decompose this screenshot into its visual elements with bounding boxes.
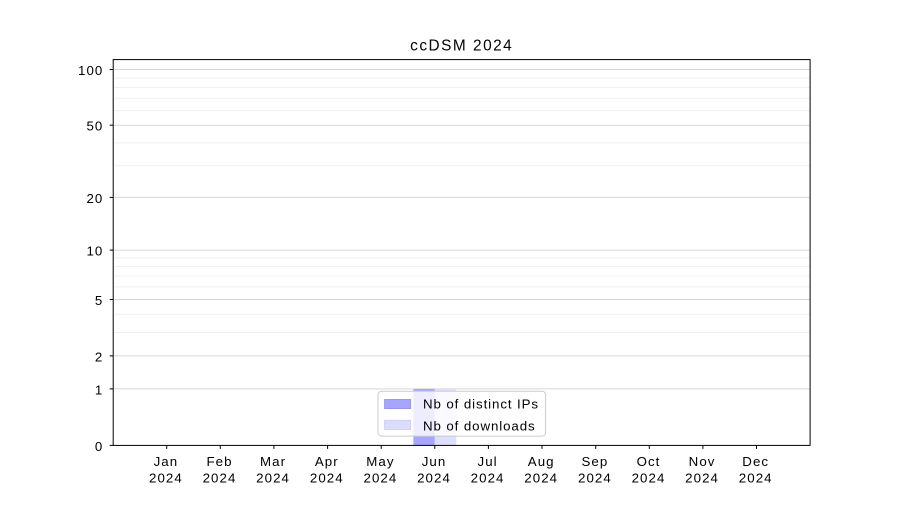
svg-text:2: 2 <box>95 349 103 364</box>
svg-text:Jun: Jun <box>422 454 447 469</box>
svg-text:2024: 2024 <box>524 471 558 486</box>
svg-text:0: 0 <box>95 439 103 454</box>
svg-text:May: May <box>366 454 394 469</box>
svg-text:Sep: Sep <box>581 454 608 469</box>
svg-text:2024: 2024 <box>632 471 666 486</box>
svg-text:Apr: Apr <box>315 454 339 469</box>
svg-text:2024: 2024 <box>363 471 397 486</box>
svg-text:2024: 2024 <box>685 471 719 486</box>
svg-text:20: 20 <box>86 191 103 206</box>
svg-text:2024: 2024 <box>256 471 290 486</box>
svg-text:2024: 2024 <box>310 471 344 486</box>
svg-text:2024: 2024 <box>578 471 612 486</box>
svg-text:Dec: Dec <box>742 454 769 469</box>
svg-text:1: 1 <box>95 382 103 397</box>
svg-text:Jan: Jan <box>154 454 179 469</box>
svg-text:Aug: Aug <box>528 454 555 469</box>
svg-text:2024: 2024 <box>417 471 451 486</box>
svg-text:50: 50 <box>86 119 103 134</box>
svg-text:Nov: Nov <box>689 454 716 469</box>
svg-text:Nb of downloads: Nb of downloads <box>423 418 536 433</box>
svg-text:2024: 2024 <box>149 471 183 486</box>
svg-text:ccDSM 2024: ccDSM 2024 <box>410 38 513 55</box>
svg-text:2024: 2024 <box>203 471 237 486</box>
svg-text:10: 10 <box>86 244 103 259</box>
svg-text:Mar: Mar <box>260 454 286 469</box>
svg-text:Feb: Feb <box>206 454 232 469</box>
svg-text:2024: 2024 <box>739 471 773 486</box>
svg-text:Jul: Jul <box>478 454 498 469</box>
svg-text:Oct: Oct <box>637 454 661 469</box>
svg-text:Nb of distinct IPs: Nb of distinct IPs <box>423 397 539 412</box>
svg-text:100: 100 <box>78 63 103 78</box>
svg-text:2024: 2024 <box>471 471 505 486</box>
svg-text:5: 5 <box>95 293 103 308</box>
